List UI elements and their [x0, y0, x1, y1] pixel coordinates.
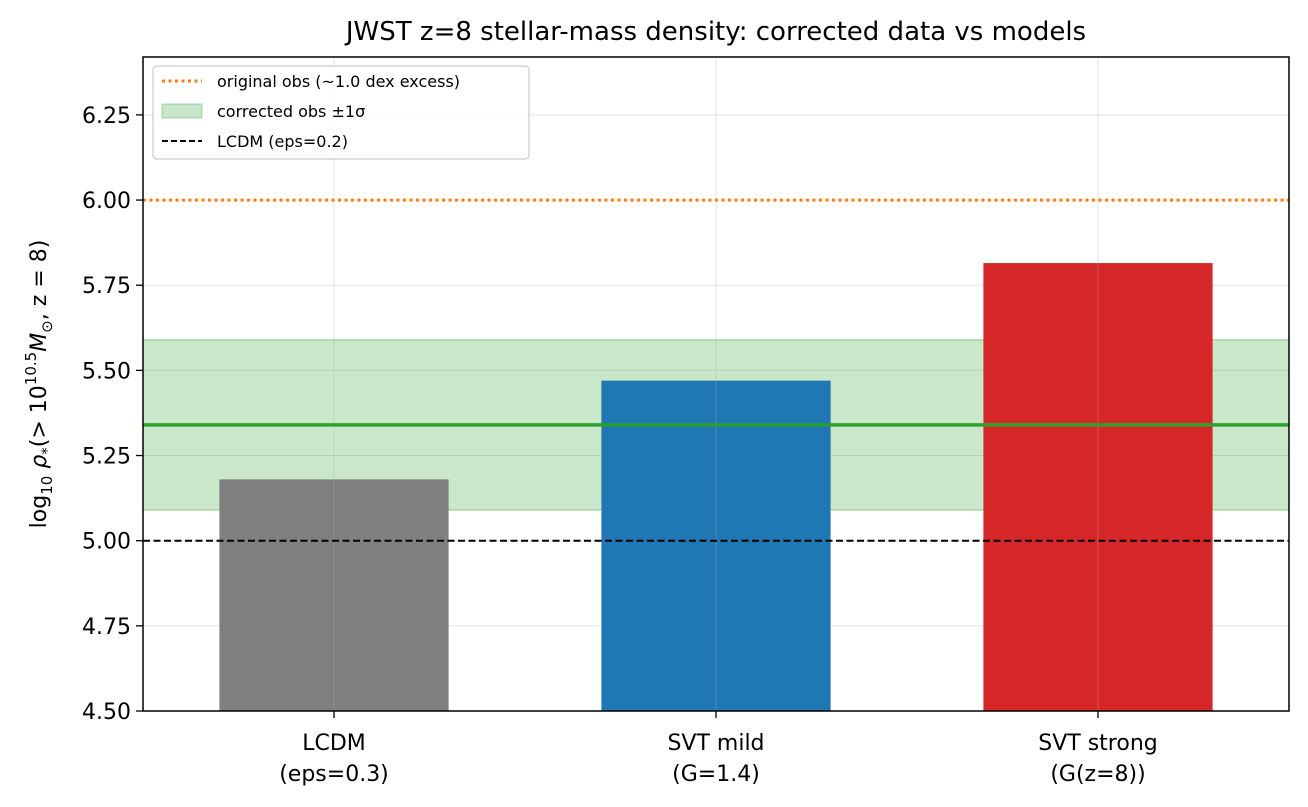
y-tick-label: 4.75	[82, 615, 131, 640]
y-tick-label: 5.25	[82, 445, 131, 470]
x-tick-label: SVT mild (G=1.4)	[667, 731, 764, 787]
legend-swatch-corrected-obs	[161, 103, 203, 119]
reference-lines	[143, 198, 1289, 542]
axes: 4.50 4.75 5.00 5.25 5.50 5.75 6.00 6.25 LCDM (eps…	[82, 56, 1290, 787]
legend-label-lcdm-baseline: LCDM (eps=0.2)	[217, 132, 348, 151]
legend-frame	[152, 65, 530, 160]
y-tick-label: 5.00	[82, 530, 131, 555]
y-tick-label: 6.00	[82, 189, 131, 214]
chart-title: JWST z=8 stellar-mass density: corrected…	[344, 17, 1086, 47]
legend-label-original-obs: original obs (~1.0 dex excess)	[217, 72, 460, 91]
y-tick-label: 6.25	[82, 104, 131, 129]
bars	[219, 263, 1213, 711]
bar-1	[601, 380, 831, 711]
y-tick-label: 4.50	[82, 700, 131, 725]
y-tick-label: 5.50	[82, 359, 131, 384]
y-axis-label: log10 ρ*(> 1010.5M⊙, z = 8)	[22, 240, 56, 529]
legend-label-corrected-obs: corrected obs ±1σ	[217, 102, 365, 121]
legend: original obs (~1.0 dex excess) corrected…	[152, 65, 530, 160]
bar-0	[219, 479, 449, 711]
y-tick-label: 5.75	[82, 274, 131, 299]
bar-2	[983, 263, 1213, 711]
x-tick-label: LCDM (eps=0.3)	[279, 731, 389, 787]
x-tick-label: SVT strong (G(z=8))	[1038, 731, 1157, 787]
